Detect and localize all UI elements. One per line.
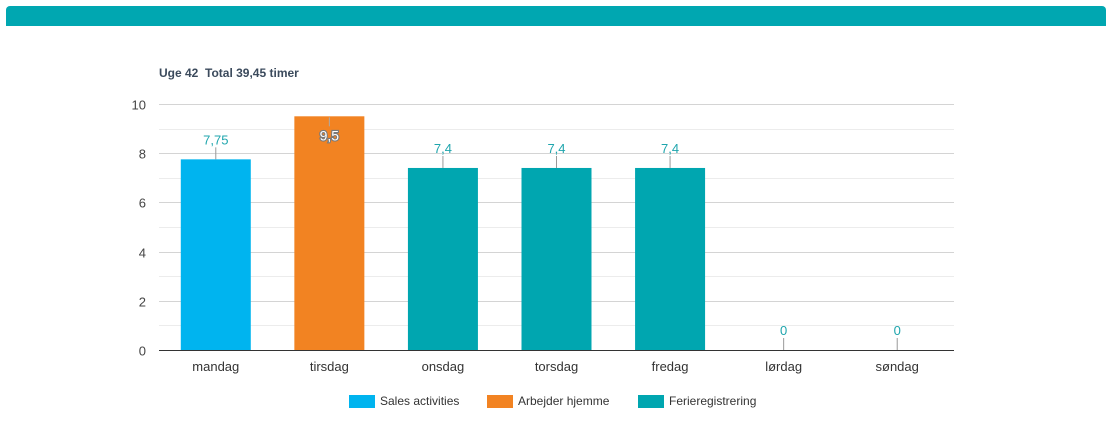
legend-swatch [638,394,664,408]
x-tick-label: lørdag [765,359,802,374]
y-tick-label: 0 [139,344,146,359]
y-tick-label: 4 [139,246,146,261]
data-label: 7,4 [547,141,565,156]
bar-onsdag [407,167,478,350]
legend-label: Ferieregistrering [669,394,757,408]
data-label: 0 [780,323,787,338]
chart-legend: Sales activities Arbejder hjemme Ferieregi… [0,391,1114,411]
legend-label: Sales activities [380,394,460,408]
y-tick-label: 2 [139,295,146,310]
data-label: 7,4 [434,141,452,156]
y-tick-label: 8 [139,147,146,162]
legend-swatch [349,394,375,408]
chart-title: Uge 42 Total 39,45 timer [159,66,299,80]
data-label: 7,4 [661,141,679,156]
x-tick-label: onsdag [422,359,465,374]
bar-torsdag [521,167,592,350]
x-tick-label: mandag [192,359,239,374]
data-label: 0 [894,323,901,338]
y-tick-label: 10 [132,98,146,113]
legend-item[interactable]: Ferieregistrering [638,391,756,411]
legend-item[interactable]: Arbejder hjemme [487,391,609,411]
panel-header: Uge 42 statistik [6,6,1106,44]
data-label: 9,5 [320,127,340,143]
legend-swatch [487,394,513,408]
bar-mandag [180,159,251,350]
x-tick-label: torsdag [535,359,578,374]
bar-fredag [635,167,706,350]
x-tick-label: søndag [876,359,919,374]
legend-label: Arbejder hjemme [518,394,610,408]
y-tick-label: 6 [139,196,146,211]
panel-title: Uge 42 statistik [23,28,139,44]
bar-tirsdag [294,116,365,350]
legend-item[interactable]: Sales activities [349,391,459,411]
data-label: 7,75 [203,132,228,147]
x-tick-label: fredag [652,359,689,374]
x-tick-label: tirsdag [310,359,349,374]
